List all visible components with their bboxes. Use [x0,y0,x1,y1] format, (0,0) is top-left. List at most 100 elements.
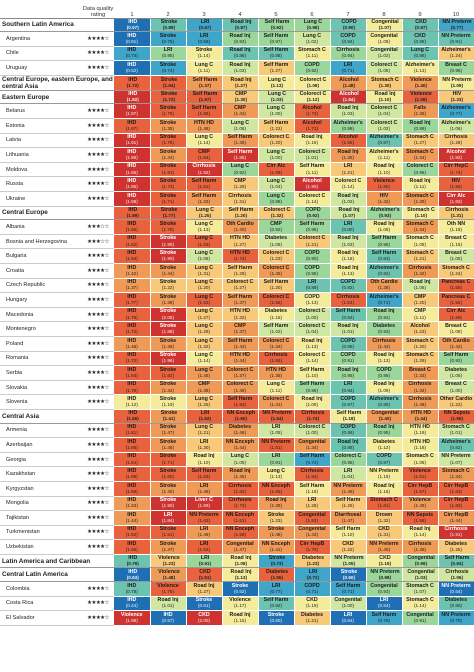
cause-name: Road Inj [337,250,359,256]
cause-cell: Lung C (1.31) [186,263,223,279]
cause-ratio: (1.08) [234,561,247,567]
cause-ratio: (0.80) [341,227,354,233]
cause-cell: LRI (0.91) [186,554,223,569]
cause-ratio: (0.51) [125,38,138,44]
country-row: Albania ★★★☆☆ IHD (1.65) Stroke (1.76) Lung C(… [0,219,474,235]
cause-ratio: (0.89) [413,38,426,44]
cause-ratio: (1.46) [233,430,246,436]
data-quality-stars: ★★★★☆ [82,496,114,512]
cause-ratio: (0.71) [341,588,354,594]
cause-cell: Stroke (1.48) [258,525,295,541]
cause-cell: Road Inj (1.16) [366,481,403,497]
cause-cell: LRI (0.84) [330,380,367,396]
cause-ratio: (1.82) [233,488,246,494]
cause-name: Road Inj [409,119,431,126]
table-header: Data quality rating 1 2 3 4 5 6 7 8 9 10 [0,0,474,19]
cause-name: Road Inj [337,148,359,155]
cause-ratio: (1.58) [414,97,427,103]
cause-cell: Cirrhosis (1.34) [402,380,439,396]
cause-name: Self Harm [263,597,289,604]
cause-name: CMP [414,308,426,315]
cause-ratio: (1.76) [161,227,174,233]
cause-cell: Cirr Alc (1.68) [258,162,295,178]
cause-name: Stroke [159,148,177,155]
cause-ratio: (1.41) [269,547,282,553]
cause-ratio: (1.63) [449,488,462,494]
cause-name: Lung C [230,163,250,170]
cause-cell: HIV (1.42) [366,191,403,207]
cause-ratio: (0.87) [377,140,390,146]
cause-name: Self Harm [227,134,253,141]
cause-cell: Self Harm (0.92) [258,18,295,33]
cause-name: Self Harm [299,366,325,373]
cause-name: Alcohol [339,76,359,83]
cause-cell: Self Harm (0.84) [330,307,367,323]
cause-name: Congenital [407,554,435,561]
cause-cell: COPD (0.90) [294,248,331,264]
cause-cell: Oth NN (1.18) [438,219,474,235]
cause-name: LRI [271,582,281,589]
cause-cell: COPD (0.80) [330,18,367,33]
cause-cell: NN Sepsis (1.58) [402,510,439,526]
country-row: Slovakia ★★★★☆ IHD (1.79) Stroke (1.34) CMP (1.… [0,380,474,396]
country-name: Slovakia [0,380,82,396]
country-row: Moldova ★★★★☆ IHD (1.85) Stroke (1.81) Cirrhos… [0,162,474,178]
cause-cell: IHD (1.55) [114,539,151,555]
cause-cell: Cirrhosis (1.64) [330,292,367,308]
cause-name: HTN HD [409,438,430,445]
cause-ratio: (0.54) [377,603,390,609]
cause-name: Self Harm [191,105,217,112]
cause-name: Stroke [159,293,177,300]
region-row: Central Asia IHD (1.55) Stroke (1.41) LRI (1.6… [0,409,474,424]
cause-ratio: (1.34) [413,227,426,233]
cause-cell: Lung C (1.53) [186,234,223,250]
cause-ratio: (1.53) [233,402,246,408]
cause-ratio: (0.82) [341,285,354,291]
cause-ratio: (1.63) [197,299,210,305]
cause-cell: Road Inj (1.08) [366,219,403,235]
cause-ratio: (1.90) [161,256,174,262]
cause-cell: CKD (1.31) [366,525,403,541]
cause-name: Lung C [266,381,286,388]
cause-ratio: (1.44) [233,358,246,364]
cause-cell: Road Inj (0.88) [330,437,367,453]
cause-name: NN Enceph [225,511,255,518]
country-row: Lithuania ★★★★☆ IHD (1.89) Stroke (1.44) CMP (1… [0,147,474,163]
cause-ratio: (1.04) [269,184,282,190]
cause-ratio: (1.92) [126,97,139,103]
cause-name: Self Harm [227,148,253,155]
data-quality-stars: ★★★★☆ [82,118,114,134]
cause-name: Lung C [303,18,323,25]
cause-name: Self Harm [264,18,290,25]
cause-name: NN Preterm [262,410,292,417]
cause-cell: Lung C (1.06) [186,248,223,264]
cause-cell: Violence (1.58) [402,90,439,105]
cause-name: Self Harm [299,163,325,170]
cause-cell: Stroke (0.60) [258,610,295,626]
cause-cell: LRI (1.05) [258,423,295,439]
cause-name: IHD [127,467,137,474]
cause-ratio: (0.60) [269,618,282,624]
cause-cell: Self Harm (1.61) [186,176,223,193]
cause-name: LRI [200,554,210,561]
cause-cell: CMP (1.20) [402,292,439,308]
cause-name: Cirrhosis [336,47,360,54]
cause-cell: Stomach C (1.61) [366,496,403,512]
cause-name: Road Inj [409,526,431,533]
cause-cell: IHD (1.12) [114,394,151,410]
cause-cell: NN Preterm (1.63) [186,510,223,526]
cause-cell: Congenital (1.09) [366,31,403,47]
country-name: Romania [0,351,82,367]
cause-ratio: (1.20) [234,212,247,218]
cause-name: Lung C [194,264,214,271]
cause-cell: Congenital (1.34) [294,437,331,453]
cause-ratio: (1.35) [161,125,174,131]
cause-ratio: (0.93) [378,212,391,218]
cause-cell: Congenital (1.40) [366,409,403,424]
cause-name: Lung C [194,308,214,315]
cause-cell: Self Harm (0.76) [366,610,403,626]
cause-name: Lung C [302,32,322,39]
cause-name: Alzheimer's [369,134,399,141]
cause-ratio: (1.40) [233,227,246,233]
cause-name: CKD [378,526,390,533]
